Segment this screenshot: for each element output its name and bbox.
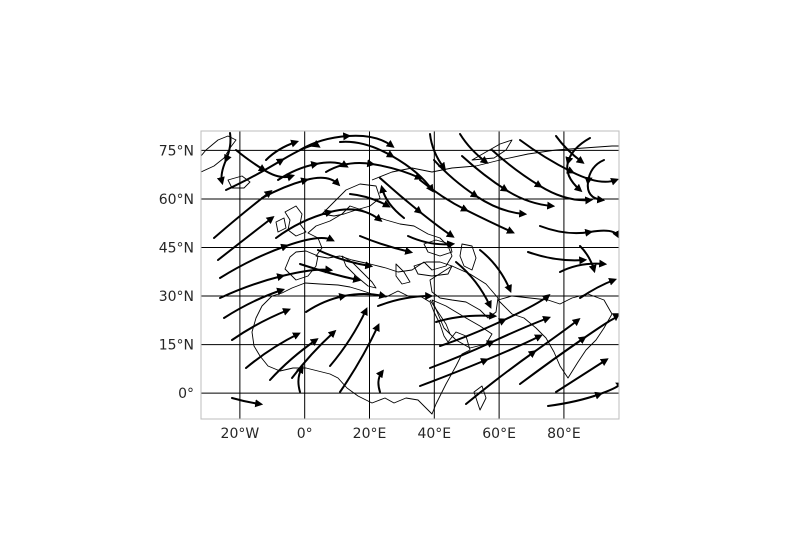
streamline <box>584 159 606 204</box>
streamline <box>219 234 335 279</box>
streamline <box>433 159 528 218</box>
y-tick-label: 0° <box>178 386 194 402</box>
tick-labels: 20°W 0° 20°E 40°E 60°E 80°E 75°N 60°N 45°N 30°N 15… <box>159 143 581 442</box>
streamline <box>305 291 388 313</box>
streamline <box>317 249 374 270</box>
streamline <box>339 140 434 193</box>
coastline-ireland <box>275 217 287 233</box>
coastline-caspian-sea <box>459 243 477 271</box>
streamline <box>555 358 609 393</box>
x-tick-label: 60°E <box>482 426 516 442</box>
map-frame <box>200 130 620 420</box>
streamline <box>261 176 341 199</box>
streamline <box>547 382 619 407</box>
y-tick-label: 75°N <box>159 143 194 159</box>
streamline <box>269 338 319 381</box>
streamline <box>216 132 232 186</box>
streamline <box>349 193 391 208</box>
streamline <box>465 318 581 405</box>
streamline <box>519 313 619 385</box>
streamline <box>539 225 619 239</box>
streamline <box>579 277 617 299</box>
streamline <box>296 365 304 393</box>
streamline <box>419 334 543 387</box>
streamline <box>275 208 383 239</box>
y-tick-label: 45°N <box>159 240 194 256</box>
streamline <box>379 177 455 238</box>
streamline <box>435 311 498 323</box>
x-tick-label: 0° <box>297 426 313 442</box>
coastline-greece <box>395 263 411 285</box>
streamline <box>565 137 591 193</box>
streamline <box>329 307 368 367</box>
streamline <box>359 235 414 255</box>
streamline <box>277 160 349 181</box>
streamline <box>265 139 300 161</box>
streamline <box>339 323 380 393</box>
streamline <box>213 190 273 239</box>
streamline <box>419 179 515 234</box>
streamline <box>299 263 362 283</box>
streamline <box>455 261 492 309</box>
coastline-africa <box>251 282 471 415</box>
streamline <box>291 329 337 379</box>
x-tick-label: 40°E <box>417 426 451 442</box>
streamline <box>245 332 301 369</box>
streamline <box>377 292 434 307</box>
streamlines <box>213 132 619 408</box>
coastline-turkey <box>413 261 453 277</box>
coastline-madagascar <box>473 385 487 411</box>
coastline-black-sea <box>423 239 453 257</box>
streamline <box>375 369 384 393</box>
streamline <box>407 235 456 249</box>
streamline <box>231 397 264 408</box>
streamline <box>459 133 489 164</box>
streamline <box>429 133 446 171</box>
streamline <box>559 259 608 273</box>
coastline-novaya-zemlya <box>471 139 513 161</box>
streamline <box>223 287 286 319</box>
streamline <box>579 245 597 274</box>
coastline-italy <box>341 255 377 289</box>
y-tick-label: 60°N <box>159 192 194 208</box>
streamline <box>527 251 588 265</box>
coastline-middle-east <box>429 265 499 319</box>
streamline <box>231 308 291 341</box>
streamline <box>225 140 321 191</box>
streamline <box>479 249 512 293</box>
streamline <box>299 132 395 151</box>
y-tick-label: 30°N <box>159 289 194 305</box>
streamline <box>491 149 594 205</box>
coastline-red-sea <box>429 299 451 335</box>
y-tick-label: 15°N <box>159 338 194 354</box>
x-tick-label: 20°W <box>221 426 260 442</box>
streamline <box>217 216 275 261</box>
coastline-britain <box>284 205 307 237</box>
x-tick-label: 20°E <box>353 426 387 442</box>
x-tick-label: 80°E <box>547 426 581 442</box>
